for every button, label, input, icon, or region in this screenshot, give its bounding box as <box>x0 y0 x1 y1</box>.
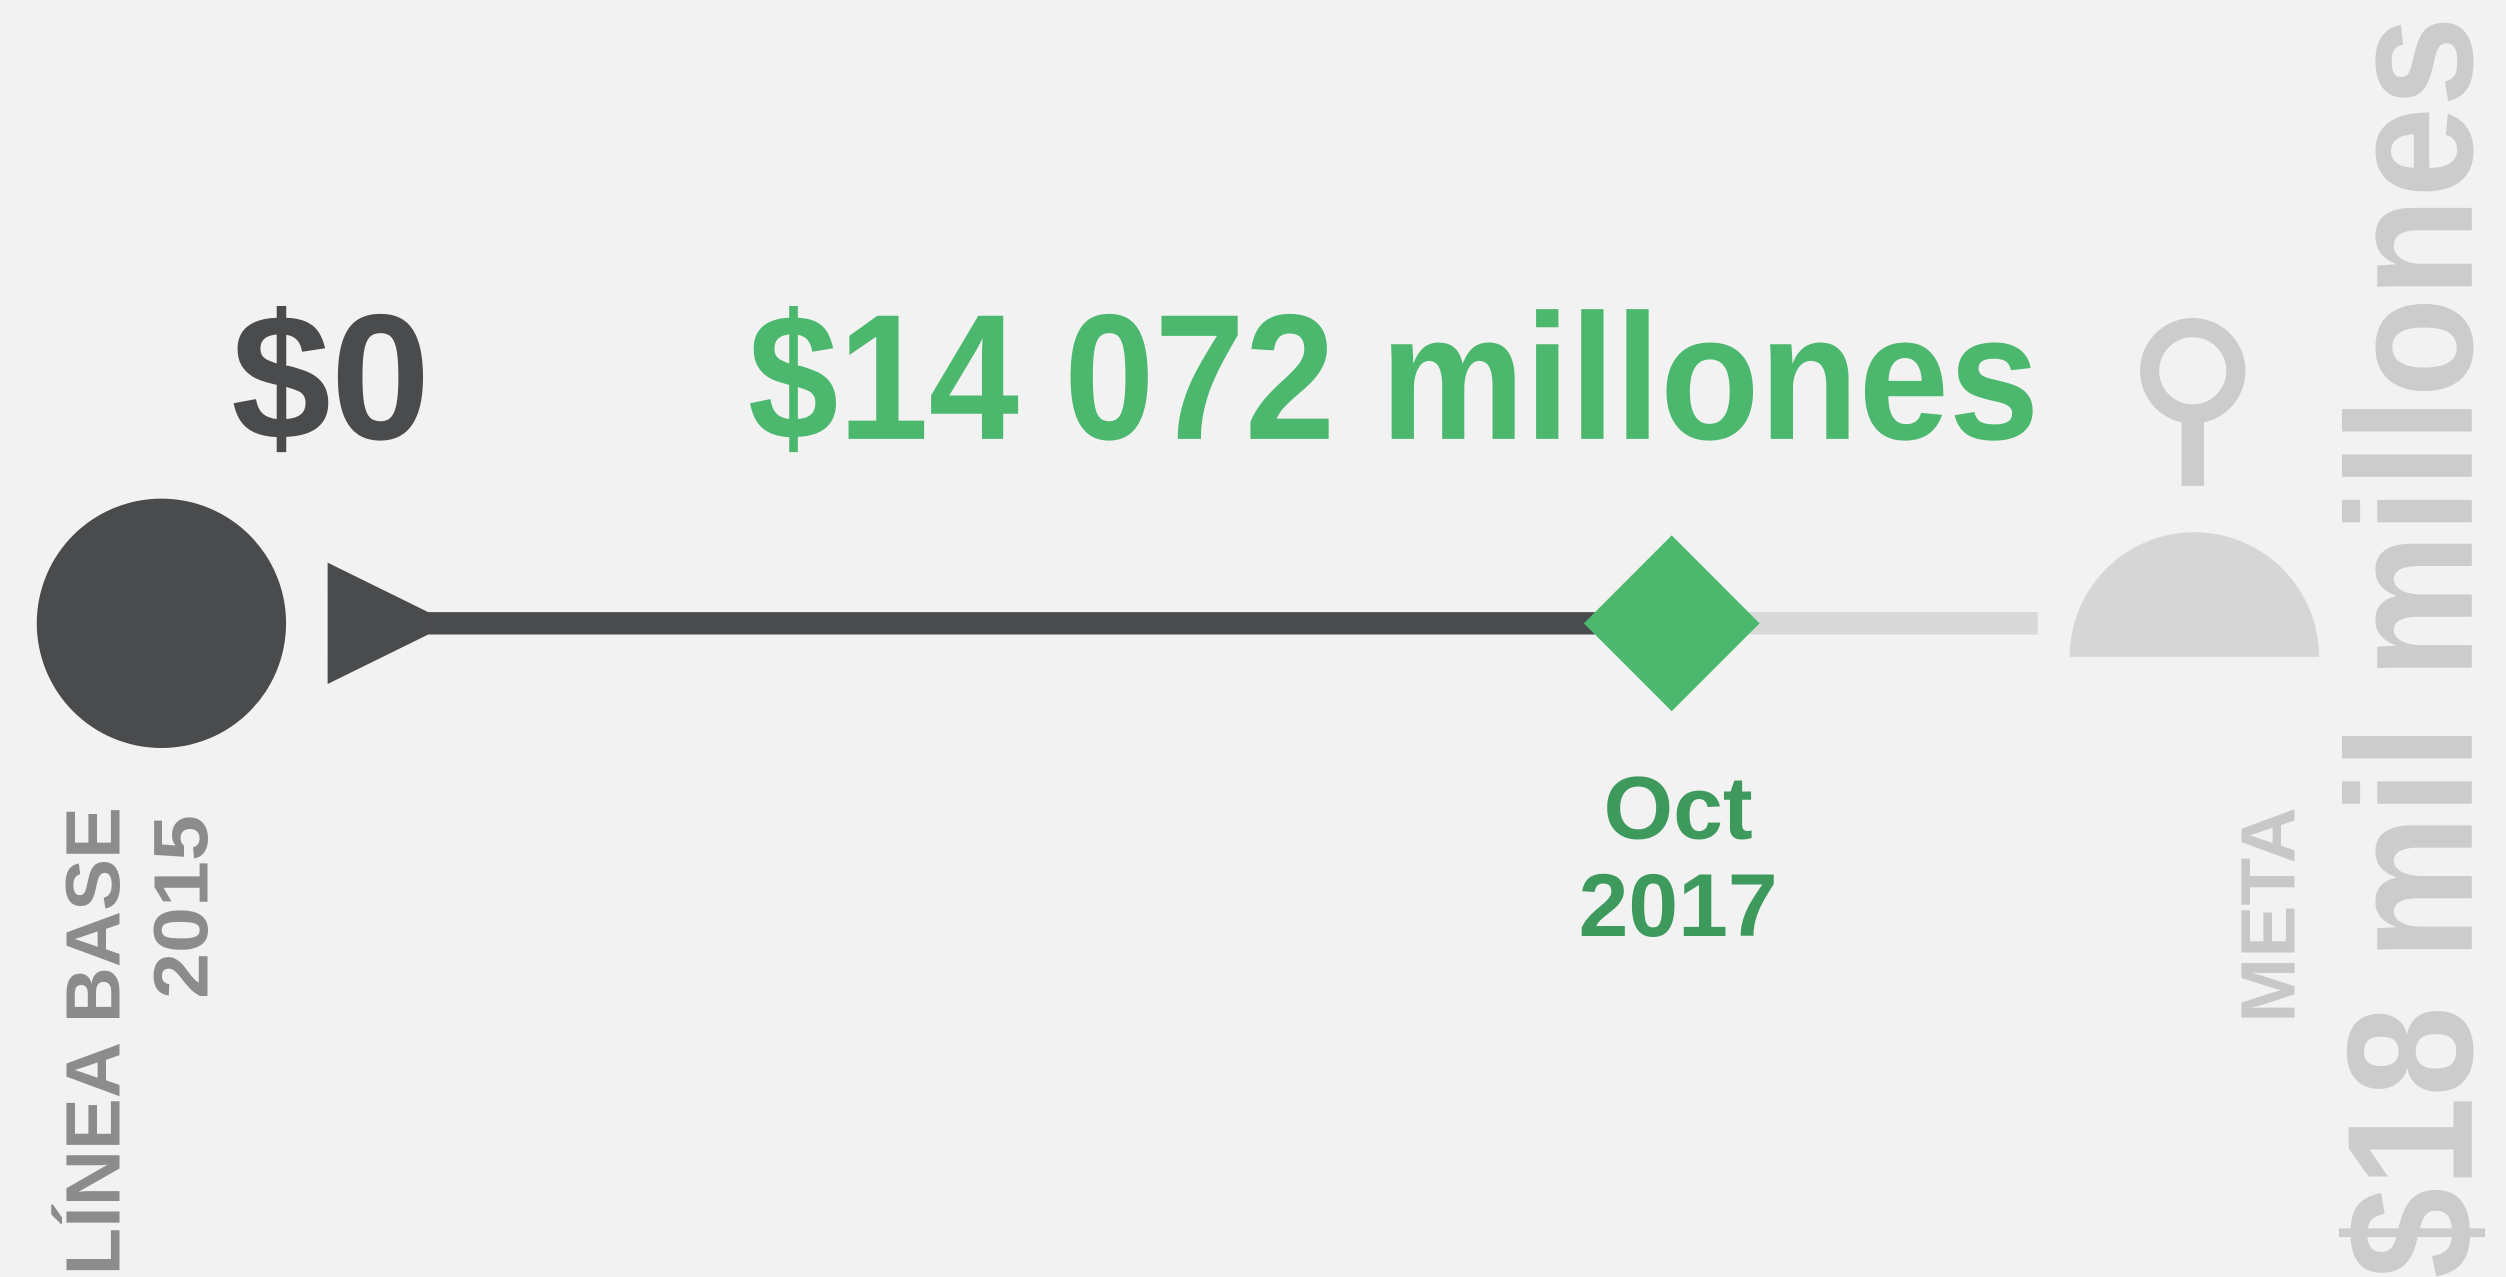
goal-label: META <box>2227 807 2312 1023</box>
arrow-head <box>327 562 432 685</box>
baseline-year: 2015 <box>139 815 224 999</box>
current-value: $14 072 millones <box>748 277 2039 477</box>
goal-marker <box>2069 532 2320 657</box>
current-marker <box>1583 535 1760 712</box>
baseline-value: $0 <box>231 277 430 477</box>
baseline-label: LÍNEA BASE <box>51 807 136 1275</box>
goal-value: $18 mil millones <box>2310 16 2506 1277</box>
current-month: Oct <box>1604 758 1753 858</box>
goal-pin-stem <box>2181 418 2204 486</box>
baseline-dot <box>36 498 287 748</box>
current-year: 2017 <box>1579 855 1778 955</box>
goal-pin-head <box>2140 318 2246 424</box>
progress-track <box>418 612 1602 635</box>
